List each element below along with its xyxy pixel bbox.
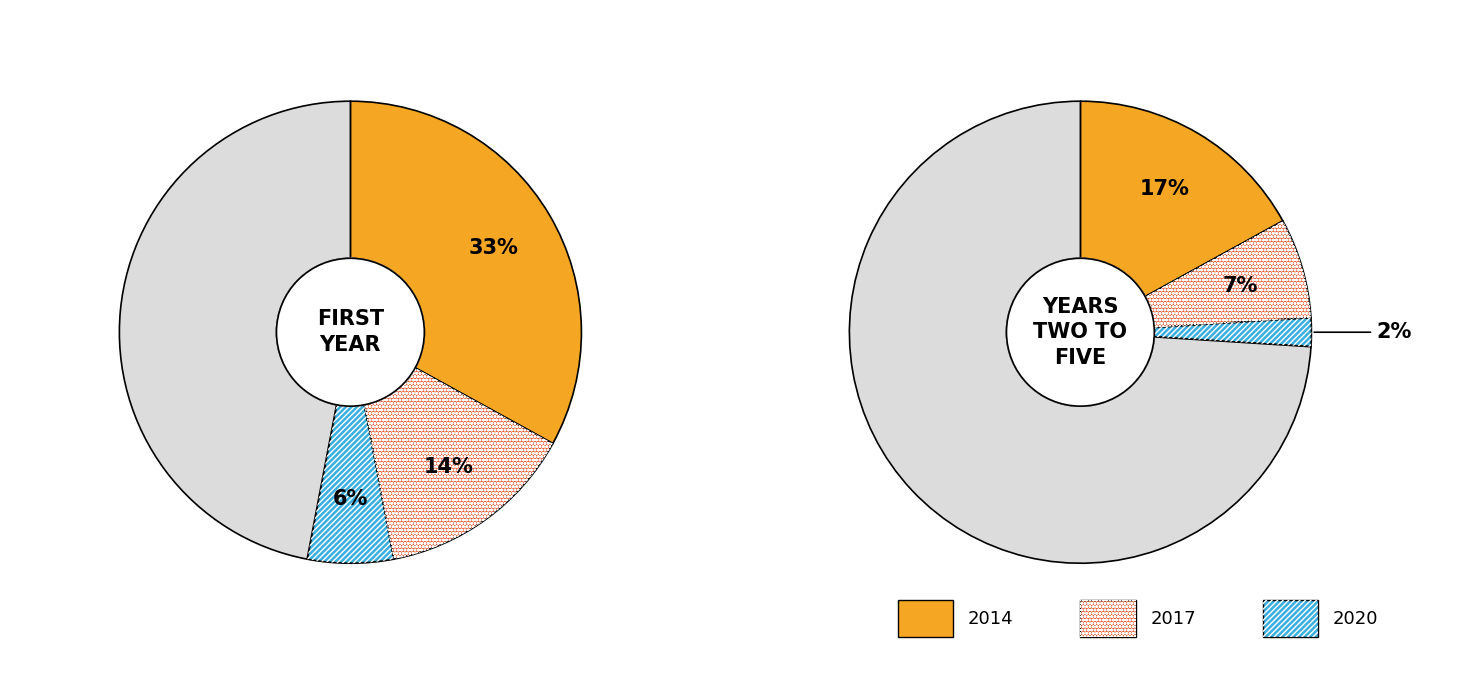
Circle shape <box>1006 258 1155 406</box>
Wedge shape <box>1155 318 1311 346</box>
Text: 14%: 14% <box>423 457 473 477</box>
Wedge shape <box>307 405 394 563</box>
Text: 2%: 2% <box>1314 322 1412 342</box>
Circle shape <box>276 258 425 406</box>
Wedge shape <box>120 101 350 559</box>
Text: 7%: 7% <box>1222 276 1259 296</box>
Text: 2014: 2014 <box>968 610 1013 628</box>
Text: 6%: 6% <box>333 489 368 508</box>
Wedge shape <box>350 101 581 443</box>
Wedge shape <box>1145 221 1311 327</box>
Wedge shape <box>1080 101 1283 296</box>
Text: 2020: 2020 <box>1333 610 1378 628</box>
Text: YEARS
TWO TO
FIVE: YEARS TWO TO FIVE <box>1034 296 1127 368</box>
Text: 2017: 2017 <box>1150 610 1196 628</box>
Text: 33%: 33% <box>469 237 518 258</box>
Text: 17%: 17% <box>1140 179 1190 199</box>
Wedge shape <box>850 101 1311 563</box>
Text: FIRST
YEAR: FIRST YEAR <box>317 309 384 355</box>
Wedge shape <box>364 368 553 559</box>
